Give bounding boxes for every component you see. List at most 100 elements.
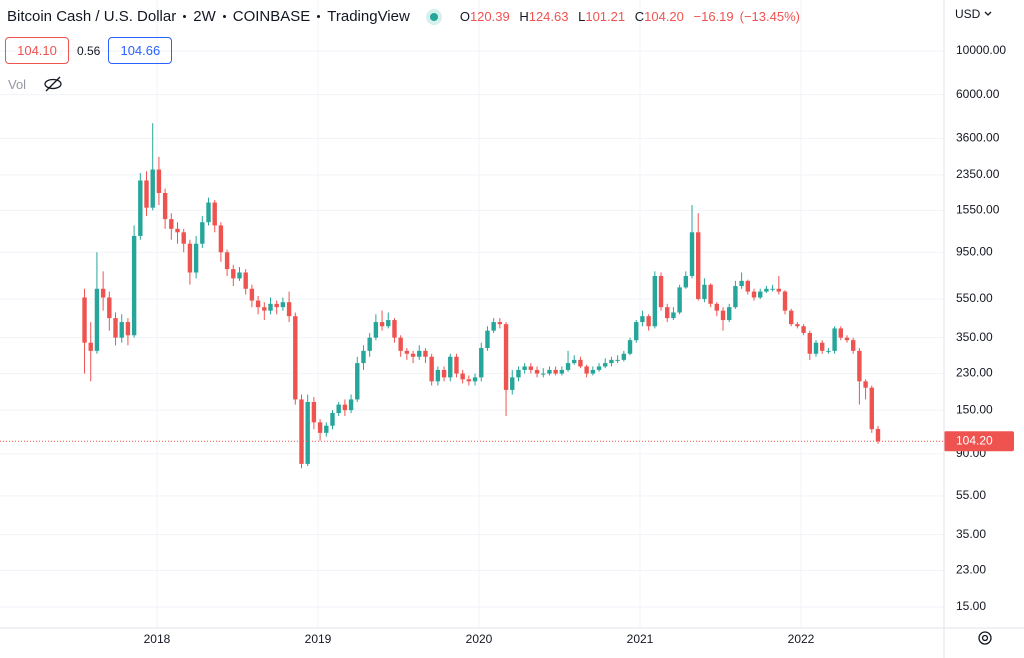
candle-body	[708, 284, 713, 304]
separator	[183, 15, 187, 18]
candle-body	[696, 232, 701, 300]
candle-body	[683, 275, 689, 288]
candle-body	[875, 428, 881, 442]
separator	[317, 15, 321, 18]
candle-body	[572, 359, 577, 364]
candle-body	[379, 322, 385, 327]
spread: 0.56	[77, 43, 101, 58]
candle-body	[596, 366, 602, 370]
candle-body	[361, 350, 366, 364]
candle-body	[448, 356, 453, 378]
y-tick-label: 150.00	[956, 402, 993, 416]
candle-body	[305, 401, 310, 464]
candle-body	[832, 328, 837, 351]
y-tick-label: 950.00	[956, 244, 993, 258]
symbol-header: Bitcoin Cash / U.S. Dollar 2W COINBASE T…	[7, 8, 806, 25]
candle-body	[807, 332, 812, 354]
candle-body	[770, 288, 775, 290]
candle-body	[844, 337, 850, 341]
candle-body	[336, 404, 341, 414]
candle-body	[317, 422, 323, 433]
candle-body	[472, 377, 478, 382]
candle-body	[82, 297, 87, 343]
buy-button[interactable]: 104.66	[108, 37, 173, 64]
interval[interactable]: 2W	[193, 8, 216, 25]
candle-body	[212, 202, 217, 226]
y-tick-label: 15.00	[956, 599, 986, 613]
candle-body	[541, 373, 546, 375]
candle-body	[819, 342, 825, 351]
candle-body	[324, 425, 329, 433]
candle-body	[671, 312, 676, 319]
candle-body	[764, 288, 769, 292]
layer: 10000.00 6000.00 3600.00 2350.00 1550.00 950.…	[0, 0, 1006, 646]
candle-body	[206, 202, 211, 223]
candle-body	[373, 322, 379, 338]
candle-body	[274, 303, 279, 308]
candle-body	[720, 310, 726, 321]
candle-body	[634, 322, 639, 341]
candle-body	[131, 235, 137, 336]
candle-body	[590, 369, 596, 374]
c-value: 104.20	[644, 9, 684, 24]
candle-body	[559, 369, 565, 374]
settings-icon[interactable]	[978, 631, 992, 645]
candle-body	[863, 381, 868, 388]
trade-buttons: 104.10 0.56 104.66	[5, 37, 173, 64]
candle-body	[299, 399, 304, 464]
candle-body	[727, 307, 732, 321]
candle-body	[410, 353, 416, 357]
candle-body	[435, 369, 441, 382]
candle-body	[534, 369, 540, 374]
hide-icon[interactable]	[42, 76, 64, 92]
y-tick-label: 6000.00	[956, 87, 1000, 101]
candle-body	[615, 359, 620, 361]
candle-body	[311, 401, 317, 423]
candle-body	[243, 272, 248, 289]
candle-body	[565, 363, 571, 370]
candle-body	[665, 307, 670, 319]
candle-body	[187, 243, 193, 273]
candle-body	[348, 399, 354, 411]
gear-inner	[981, 634, 989, 642]
candle-body	[330, 413, 335, 426]
candle-body	[826, 350, 831, 352]
candle-body	[689, 232, 695, 276]
candle-body	[162, 193, 168, 220]
candle-body	[125, 322, 131, 336]
candle-body	[838, 328, 843, 338]
candle-body	[485, 330, 490, 349]
candle-body	[460, 373, 465, 380]
candle-body	[280, 302, 286, 308]
candle-body	[776, 288, 782, 292]
last-price-label: 104.20	[956, 433, 993, 447]
candle-body	[150, 169, 155, 208]
candle-body	[144, 180, 149, 208]
candle-body	[745, 280, 751, 292]
x-tick-label: 2018	[144, 632, 171, 646]
candle-body	[218, 225, 224, 253]
x-tick-label: 2022	[788, 632, 815, 646]
candle-body	[751, 291, 757, 298]
market-status	[429, 12, 438, 21]
symbol[interactable]: Bitcoin Cash / U.S. Dollar	[7, 8, 177, 25]
sell-button[interactable]: 104.10	[5, 37, 69, 64]
candle-body	[224, 252, 230, 270]
candle-body	[621, 353, 627, 360]
candle-body	[200, 222, 205, 244]
candle-body	[510, 377, 515, 390]
candle-body	[739, 280, 744, 287]
source: TradingView	[327, 8, 410, 25]
h-value: 124.63	[528, 9, 569, 24]
candle-body	[795, 324, 800, 327]
h-label: H	[519, 9, 529, 24]
candle-body	[609, 359, 614, 364]
candle-body	[516, 369, 521, 378]
candle-body	[392, 320, 397, 338]
candle-body	[503, 324, 509, 390]
candle-body	[355, 363, 360, 400]
volume-legend: Vol	[8, 76, 64, 92]
currency-selector[interactable]: USD	[955, 7, 993, 21]
